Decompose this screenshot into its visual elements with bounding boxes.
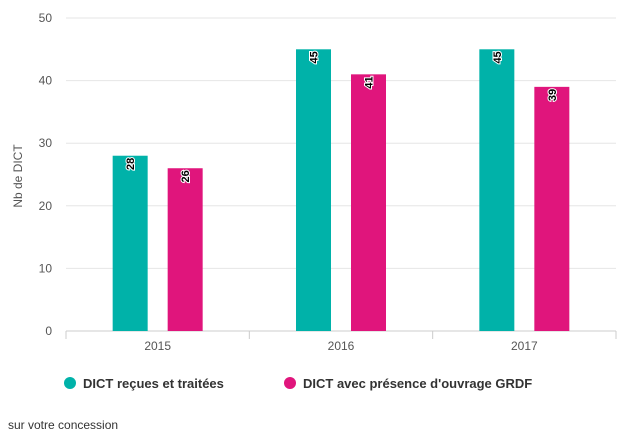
x-tick-label: 2015 (144, 339, 171, 353)
chart: 0 10 20 30 40 50 2015 2016 2017 28 26 45 41 45 39 Nb… (11, 11, 617, 353)
data-label: 41 (364, 76, 376, 88)
y-tick-label: 0 (45, 324, 52, 338)
bar (534, 86, 570, 331)
y-tick-label: 20 (39, 199, 53, 213)
bar (351, 74, 386, 331)
x-tick-label: 2016 (328, 339, 355, 353)
y-tick-label: 30 (39, 136, 53, 150)
legend-item-dict-recues[interactable]: DICT reçues et traitées (64, 372, 224, 394)
y-tick-label: 40 (39, 74, 53, 88)
bar (167, 168, 203, 331)
legend-marker-icon (64, 377, 76, 389)
legend: DICT reçues et traitées DICT avec présen… (0, 372, 624, 394)
bar (479, 49, 515, 332)
legend-label: DICT avec présence d'ouvrage GRDF (303, 375, 533, 391)
data-label: 45 (492, 51, 504, 63)
data-label: 28 (125, 158, 137, 170)
bars (112, 49, 570, 332)
y-tick-label: 50 (39, 11, 53, 25)
legend-label: DICT reçues et traitées (83, 375, 224, 391)
data-label: 45 (309, 51, 321, 63)
y-axis-title: Nb de DICT (11, 144, 25, 208)
y-axis: 0 10 20 30 40 50 (39, 11, 53, 338)
data-label: 26 (180, 170, 192, 182)
legend-item-dict-ouvrage-grdf[interactable]: DICT avec présence d'ouvrage GRDF (284, 372, 532, 394)
data-labels: 28 26 45 41 45 39 (124, 50, 560, 183)
legend-marker-icon (284, 377, 296, 389)
x-tick-label: 2017 (511, 339, 538, 353)
data-label: 39 (547, 89, 559, 101)
y-tick-label: 10 (39, 261, 53, 275)
gridlines (66, 17, 616, 269)
bar (296, 49, 331, 332)
caption: sur votre concession (8, 418, 119, 432)
x-axis: 2015 2016 2017 (65, 330, 617, 353)
bar (112, 155, 148, 331)
